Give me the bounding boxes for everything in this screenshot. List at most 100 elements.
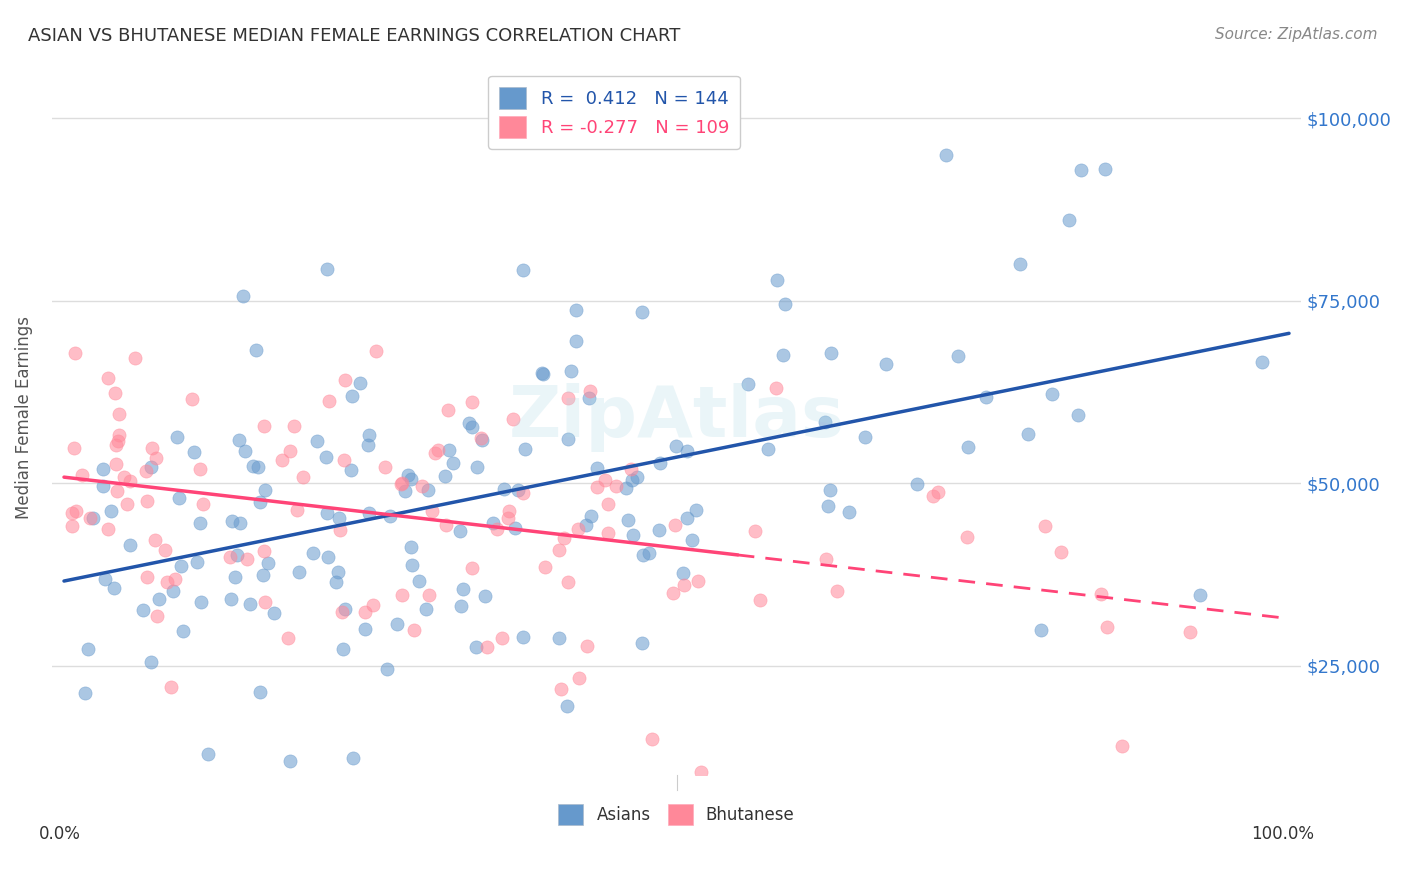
Point — [357, 438, 380, 452]
Point — [315, 450, 337, 464]
Point — [120, 538, 142, 552]
Point — [605, 479, 627, 493]
Point — [1095, 620, 1118, 634]
Point — [249, 495, 271, 509]
Point — [246, 460, 269, 475]
Point — [391, 589, 413, 603]
Point — [935, 147, 957, 161]
Point — [135, 494, 157, 508]
Point — [621, 473, 644, 487]
Point — [946, 349, 969, 363]
Point — [100, 504, 122, 518]
Point — [685, 503, 707, 517]
Point — [301, 546, 323, 560]
Point — [107, 427, 129, 442]
Point — [188, 462, 211, 476]
Point — [614, 481, 637, 495]
Point — [557, 391, 579, 405]
Point — [156, 574, 179, 589]
Point — [596, 525, 619, 540]
Point — [172, 624, 194, 638]
Point — [328, 566, 350, 580]
Point — [374, 460, 396, 475]
Point — [560, 364, 582, 378]
Point — [63, 441, 86, 455]
Point — [70, 468, 93, 483]
Point — [744, 524, 766, 539]
Point — [335, 601, 357, 615]
Point — [408, 574, 430, 589]
Point — [73, 686, 96, 700]
Point — [617, 513, 640, 527]
Point — [434, 469, 457, 483]
Point — [772, 348, 794, 362]
Point — [927, 485, 949, 500]
Point — [672, 566, 695, 580]
Point — [330, 605, 353, 619]
Legend: Asians, Bhutanese: Asians, Bhutanese — [551, 797, 801, 831]
Point — [401, 558, 423, 572]
Point — [316, 506, 339, 520]
Point — [553, 531, 575, 545]
Point — [183, 445, 205, 459]
Point — [253, 543, 276, 558]
Point — [103, 582, 125, 596]
Point — [530, 366, 553, 380]
Point — [394, 483, 416, 498]
Point — [676, 511, 699, 525]
Point — [1040, 387, 1063, 401]
Point — [146, 609, 169, 624]
Point — [533, 560, 555, 574]
Point — [389, 477, 412, 491]
Point — [749, 593, 772, 607]
Point — [631, 635, 654, 649]
Point — [505, 521, 527, 535]
Point — [838, 504, 860, 518]
Point — [418, 588, 440, 602]
Point — [557, 432, 579, 446]
Point — [249, 684, 271, 698]
Point — [193, 497, 215, 511]
Point — [482, 516, 505, 531]
Point — [765, 381, 787, 395]
Point — [512, 630, 534, 644]
Point — [921, 489, 943, 503]
Point — [229, 516, 252, 530]
Point — [579, 508, 602, 523]
Point — [1090, 587, 1112, 601]
Point — [434, 518, 457, 533]
Point — [359, 428, 381, 442]
Point — [461, 420, 484, 434]
Point — [575, 517, 598, 532]
Point — [567, 523, 589, 537]
Point — [340, 463, 363, 477]
Point — [82, 510, 104, 524]
Point — [97, 371, 120, 385]
Point — [181, 392, 204, 406]
Point — [162, 584, 184, 599]
Point — [132, 603, 155, 617]
Point — [957, 440, 980, 454]
Point — [555, 698, 578, 713]
Point — [65, 346, 87, 360]
Point — [593, 473, 616, 487]
Point — [676, 444, 699, 458]
Point — [254, 595, 277, 609]
Point — [620, 462, 643, 476]
Point — [391, 475, 413, 490]
Point — [292, 470, 315, 484]
Point — [686, 574, 709, 588]
Text: Source: ZipAtlas.com: Source: ZipAtlas.com — [1215, 27, 1378, 42]
Point — [875, 357, 897, 371]
Point — [665, 439, 688, 453]
Point — [342, 388, 364, 402]
Point — [498, 504, 520, 518]
Point — [450, 599, 472, 613]
Point — [1251, 355, 1274, 369]
Point — [565, 334, 588, 348]
Point — [817, 499, 839, 513]
Point — [1111, 739, 1133, 753]
Point — [60, 506, 83, 520]
Point — [485, 522, 508, 536]
Point — [766, 273, 789, 287]
